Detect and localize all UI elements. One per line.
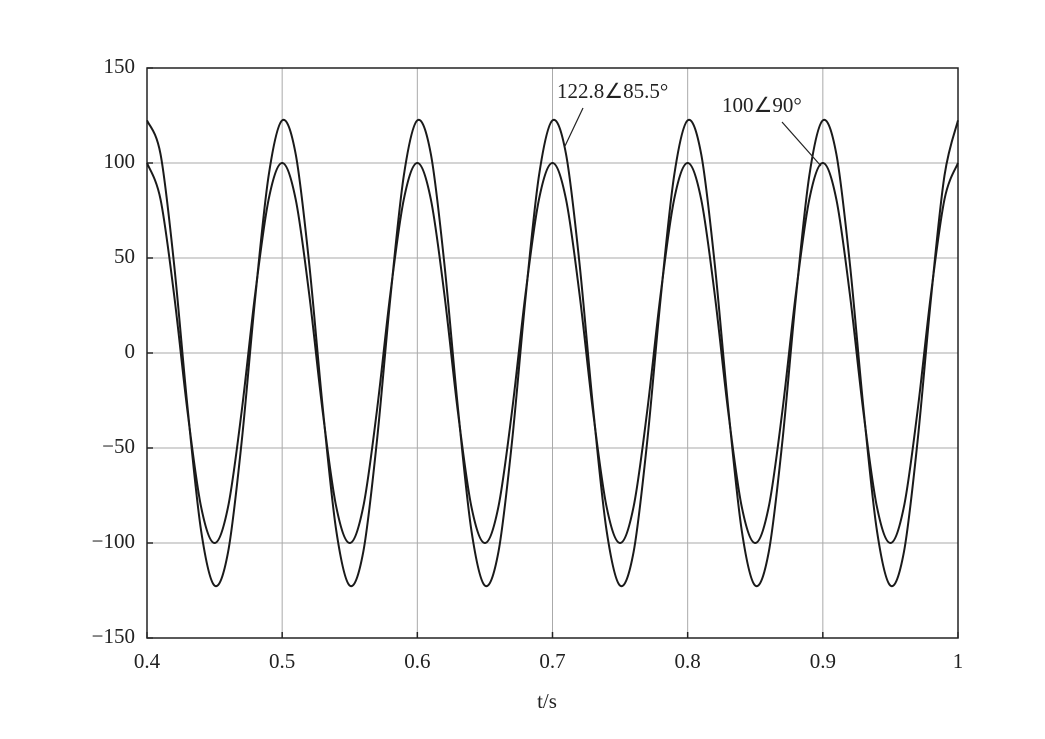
y-tick-label: 50 [114, 244, 135, 268]
x-tick-label: 0.9 [810, 649, 836, 673]
x-tick-label: 0.8 [675, 649, 701, 673]
x-tick-label: 0.6 [404, 649, 430, 673]
x-tick-label: 1 [953, 649, 964, 673]
series-label: 122.8∠85.5° [557, 79, 668, 103]
y-tick-label: −100 [92, 529, 135, 553]
y-tick-label: 150 [104, 54, 136, 78]
y-tick-label: 100 [104, 149, 136, 173]
plot-frame [146, 67, 959, 639]
y-tick-label: −150 [92, 624, 135, 648]
x-tick-label: 0.7 [539, 649, 565, 673]
y-tick-label: 0 [125, 339, 136, 363]
x-tick-label: 0.5 [269, 649, 295, 673]
x-axis-label: t/s [537, 689, 557, 713]
series-line [146, 118, 959, 588]
x-tick-label: 0.4 [134, 649, 161, 673]
series-label: 100∠90° [722, 93, 802, 117]
y-tick-label: −50 [102, 434, 135, 458]
leader-line [781, 121, 822, 167]
series-line [146, 161, 959, 545]
leader-line [564, 107, 584, 147]
